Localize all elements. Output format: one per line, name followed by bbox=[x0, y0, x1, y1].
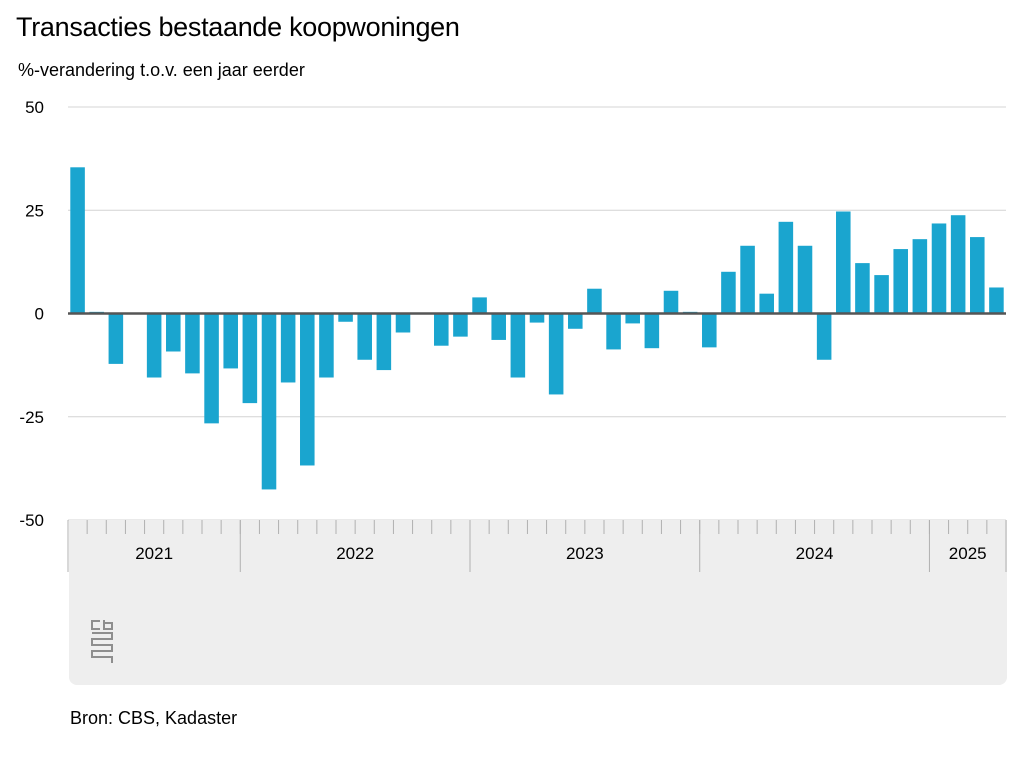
year-label-2022: 2022 bbox=[336, 544, 374, 563]
bar-series bbox=[70, 167, 1004, 490]
bar-2023-01 bbox=[472, 297, 487, 314]
cbs-logo bbox=[91, 620, 113, 663]
logo-s-stroke bbox=[91, 632, 113, 663]
bar-2024-10 bbox=[874, 275, 889, 314]
bar-2022-08 bbox=[376, 313, 392, 371]
bar-2021-06 bbox=[108, 313, 124, 364]
bar-2022-05 bbox=[319, 313, 334, 378]
bar-2021-09 bbox=[166, 313, 181, 352]
bar-2025-03 bbox=[970, 237, 985, 314]
bar-2024-12 bbox=[912, 239, 928, 314]
bar-2023-09 bbox=[625, 313, 640, 324]
y-axis-ticks: 50 25 0 -25 -50 bbox=[19, 98, 44, 530]
bar-2021-08 bbox=[146, 313, 162, 378]
logo-c-stroke bbox=[91, 620, 100, 630]
y-tick-label--25: -25 bbox=[19, 408, 44, 427]
y-tick-label-0: 0 bbox=[35, 305, 44, 324]
year-label-2025: 2025 bbox=[949, 544, 987, 563]
bar-2023-04 bbox=[529, 313, 545, 323]
year-label-2024: 2024 bbox=[796, 544, 834, 563]
bar-2021-10 bbox=[185, 313, 200, 374]
bar-2024-01 bbox=[702, 313, 717, 348]
bar-2023-08 bbox=[606, 313, 621, 350]
bar-2024-08 bbox=[836, 211, 851, 314]
bar-2022-03 bbox=[280, 313, 296, 383]
y-tick-label--50: -50 bbox=[19, 511, 44, 530]
bar-2022-09 bbox=[395, 313, 411, 333]
bar-2025-04 bbox=[989, 287, 1004, 314]
bar-2022-04 bbox=[300, 313, 315, 466]
year-label-2021: 2021 bbox=[135, 544, 173, 563]
bar-2024-11 bbox=[893, 249, 908, 314]
bar-2022-07 bbox=[357, 313, 372, 360]
source-note: Bron: CBS, Kadaster bbox=[70, 708, 238, 728]
bar-2022-01 bbox=[242, 313, 258, 404]
x-axis-panel-top bbox=[69, 520, 1007, 532]
bar-2022-06 bbox=[338, 313, 353, 322]
y-tick-label-50: 50 bbox=[25, 98, 44, 117]
bar-2021-04 bbox=[70, 167, 85, 314]
bar-2024-04 bbox=[759, 293, 774, 314]
bar-2023-10 bbox=[644, 313, 660, 349]
bar-2023-07 bbox=[587, 288, 602, 314]
bar-2024-02 bbox=[721, 271, 736, 314]
bar-2023-11 bbox=[663, 290, 679, 314]
bar-2023-06 bbox=[568, 313, 583, 329]
bar-2021-12 bbox=[223, 313, 238, 369]
chart-subtitle: %-verandering t.o.v. een jaar eerder bbox=[18, 60, 305, 80]
bar-2022-12 bbox=[453, 313, 468, 337]
bar-2022-02 bbox=[261, 313, 277, 490]
bar-2024-05 bbox=[778, 221, 794, 314]
bar-2024-06 bbox=[797, 245, 813, 314]
bar-2024-07 bbox=[816, 313, 832, 360]
bar-2023-05 bbox=[548, 313, 564, 395]
bar-2023-02 bbox=[491, 313, 506, 340]
logo-b-stroke bbox=[103, 620, 113, 630]
bar-2025-02 bbox=[950, 215, 966, 314]
bar-2023-03 bbox=[510, 313, 526, 378]
year-label-2023: 2023 bbox=[566, 544, 604, 563]
bar-2022-11 bbox=[434, 313, 449, 346]
bar-2025-01 bbox=[931, 223, 947, 314]
x-axis-panel bbox=[69, 520, 1007, 685]
x-axis: 2021 2022 2023 2024 2025 bbox=[67, 520, 1007, 685]
bar-2024-09 bbox=[855, 263, 870, 314]
y-tick-label-25: 25 bbox=[25, 201, 44, 220]
bar-2024-03 bbox=[740, 245, 755, 314]
bar-2021-11 bbox=[204, 313, 219, 424]
chart-title: Transacties bestaande koopwoningen bbox=[16, 12, 460, 42]
